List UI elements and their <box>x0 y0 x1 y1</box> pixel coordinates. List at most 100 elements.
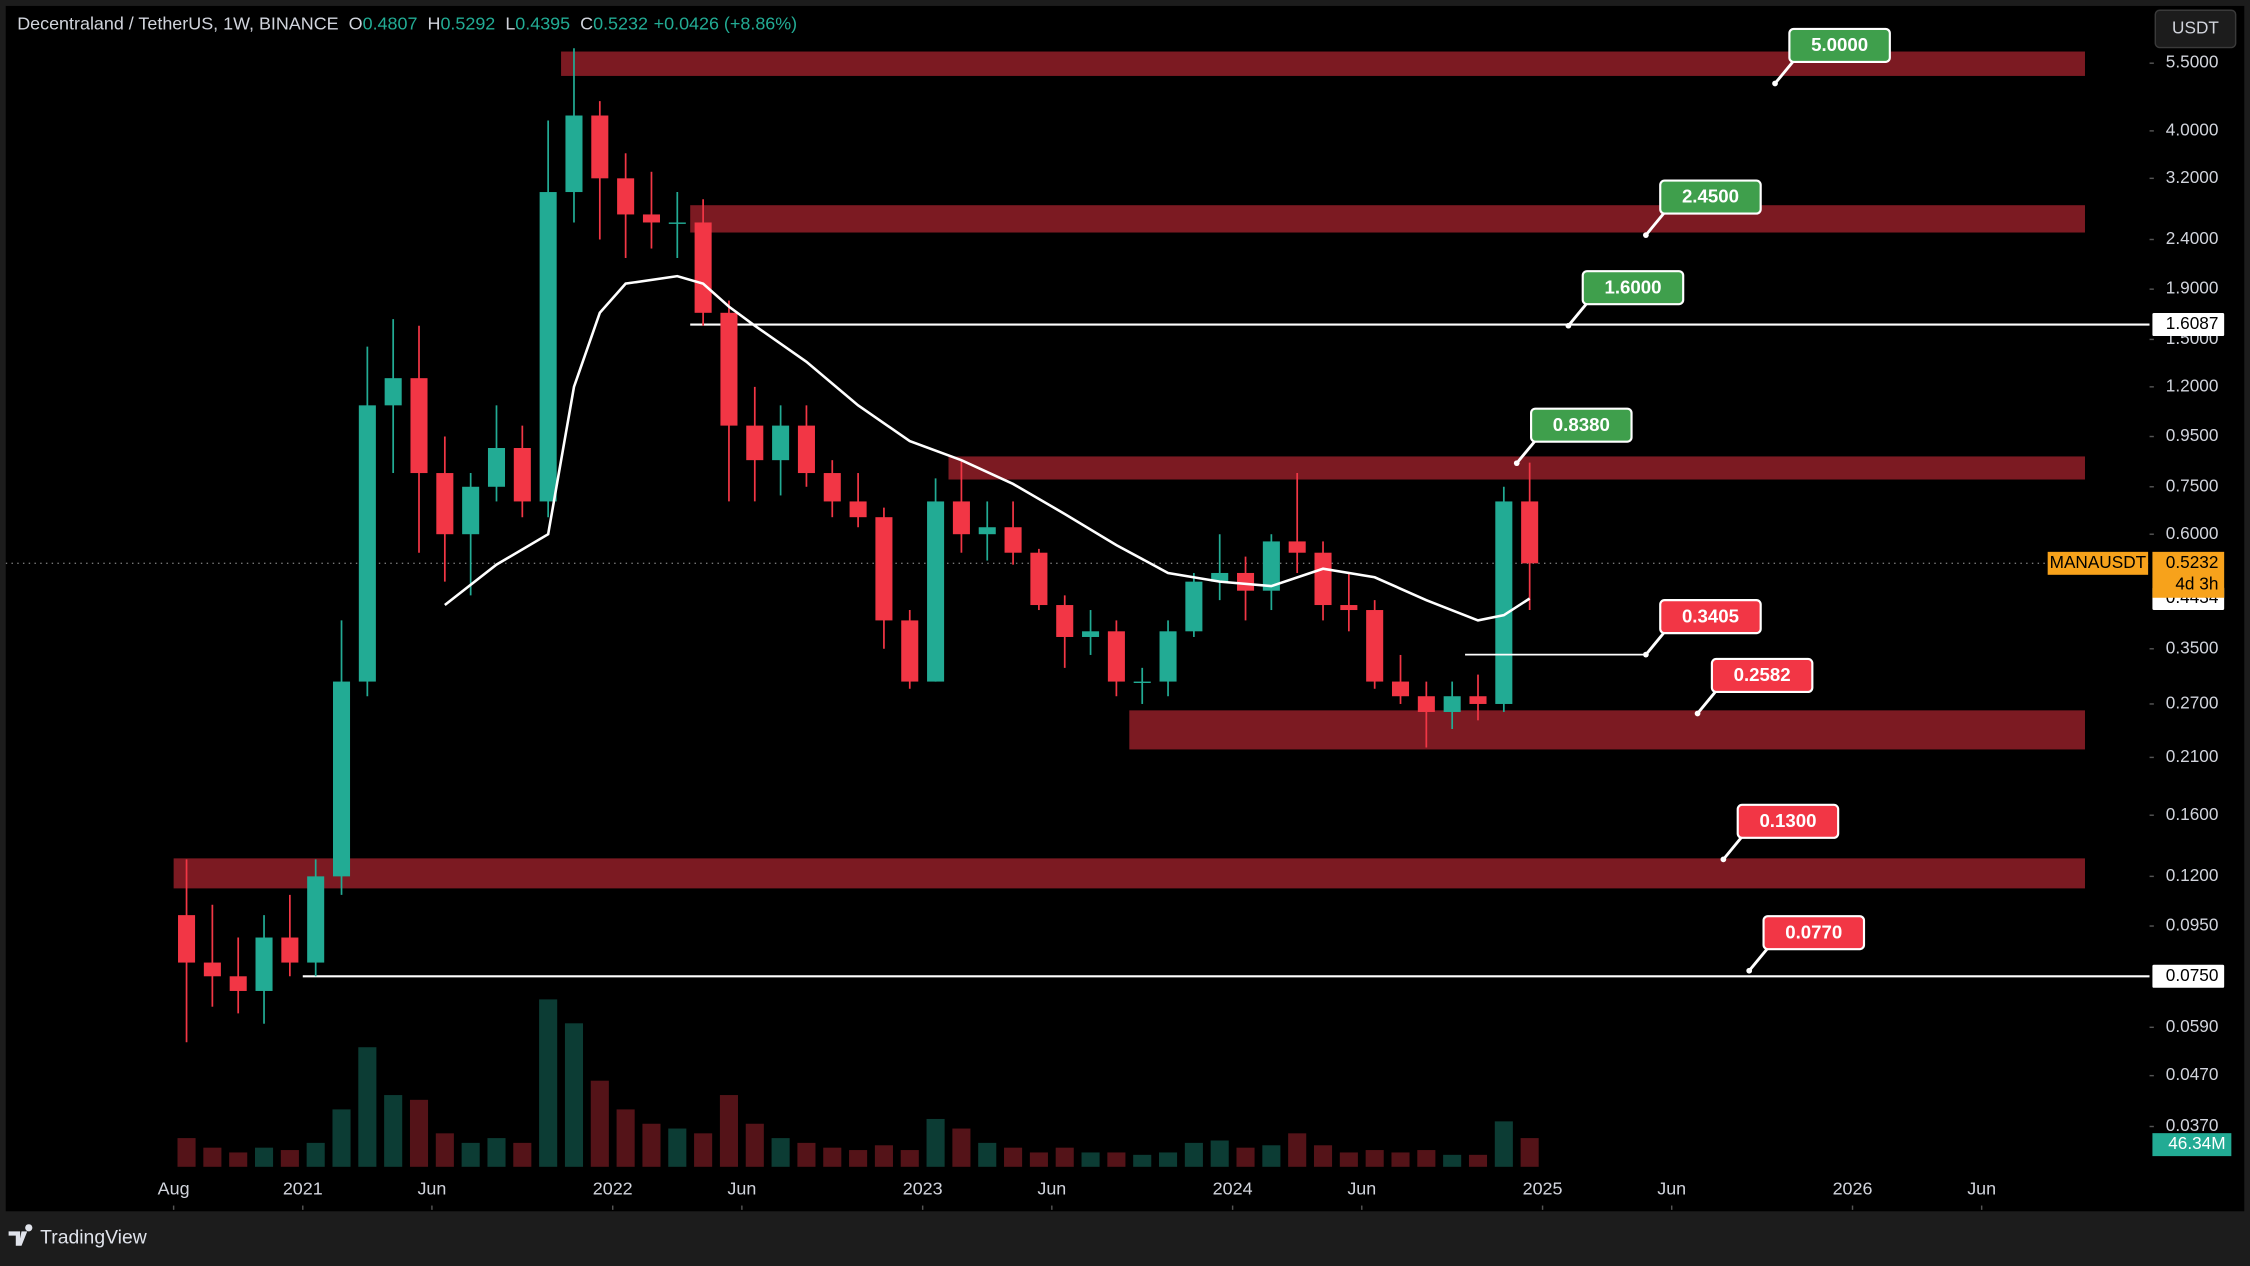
chart-pane <box>5 5 2245 1212</box>
candle-body <box>539 192 557 502</box>
y-tick-label: 0.0470 <box>2166 1064 2219 1084</box>
callout-anchor <box>1643 232 1649 238</box>
candle-body <box>642 214 660 223</box>
axes: 5.50004.00003.20002.40001.90001.50001.20… <box>158 52 2232 1210</box>
volume-bar <box>1055 1147 1074 1167</box>
candle-body <box>1391 681 1410 697</box>
callout-label: 0.0770 <box>1785 921 1842 942</box>
candle-body <box>1262 541 1280 591</box>
volume-bar <box>435 1133 454 1167</box>
volume-bar <box>849 1150 868 1167</box>
callout-pointer <box>1722 834 1745 861</box>
y-tick-label: 1.9000 <box>2166 278 2219 298</box>
candle-body <box>617 178 635 215</box>
button-frame[interactable] <box>2154 9 2237 49</box>
y-tick-label: 0.0950 <box>2166 915 2219 935</box>
logo <box>8 1224 33 1246</box>
candle-body <box>1288 541 1306 553</box>
callout-anchor <box>1513 460 1520 467</box>
candle-body <box>1417 696 1435 712</box>
candle-body <box>1185 581 1203 632</box>
callout-anchor <box>1746 967 1753 974</box>
volume-bar <box>1468 1154 1488 1167</box>
candle-body <box>1340 605 1358 611</box>
x-tick-label: Jun <box>1967 1178 1996 1198</box>
y-tick-label: 0.2700 <box>2166 693 2219 713</box>
candle-body <box>1004 527 1022 553</box>
x-tick-label: Jun <box>1347 1178 1376 1198</box>
currency-button[interactable]: USDT <box>2154 9 2237 49</box>
volume-bar <box>1339 1152 1358 1167</box>
y-tick-label: 5.5000 <box>2166 52 2219 72</box>
y-tick-label: 0.1600 <box>2166 804 2219 824</box>
y-tick-label: 3.2000 <box>2166 167 2219 187</box>
x-tick-label: 2021 <box>283 1178 323 1198</box>
ohlc-key: C <box>580 13 593 33</box>
zone <box>173 858 2085 889</box>
candle-body <box>1082 631 1100 637</box>
callout-label: 0.1300 <box>1759 810 1816 831</box>
candle-body <box>901 620 919 682</box>
x-tick-label: 2024 <box>1213 1178 1253 1198</box>
volume-bar <box>564 1023 584 1167</box>
volume-bar <box>1494 1121 1513 1167</box>
currency-label[interactable]: USDT <box>2172 17 2219 37</box>
volume-bar <box>1391 1152 1410 1167</box>
volume-bar <box>745 1123 764 1167</box>
callout-pointer <box>1773 58 1797 85</box>
change: +0.0426 (+8.86%) <box>654 13 797 33</box>
y-tick-label: 2.4000 <box>2166 228 2219 248</box>
candle-body <box>1469 696 1487 704</box>
candle-body <box>462 486 480 535</box>
callout-anchor <box>1565 322 1572 329</box>
candle-body <box>1056 605 1074 637</box>
candle-body <box>1107 631 1125 682</box>
candle-body <box>875 517 893 621</box>
volume-bar <box>513 1142 532 1167</box>
candle-body <box>952 501 970 535</box>
candle-body <box>229 976 247 991</box>
callout-pointer <box>1567 300 1590 327</box>
volume-bar <box>1184 1142 1203 1167</box>
x-tick-label: 2023 <box>903 1178 943 1198</box>
candle-body <box>410 378 428 474</box>
volume-bar <box>771 1138 790 1167</box>
candle-body <box>1237 572 1255 591</box>
volume-bar <box>1288 1133 1307 1167</box>
volume-bar <box>229 1152 248 1167</box>
symbol-tag-box <box>2047 551 2149 575</box>
volume-bar <box>823 1147 842 1167</box>
callout-box <box>1710 657 1814 694</box>
volume-bar <box>409 1099 429 1167</box>
y-tick-label: 1.2000 <box>2166 375 2219 395</box>
y-tick-label: 0.6000 <box>2166 523 2219 543</box>
price-tag-box <box>2152 551 2225 598</box>
zone <box>948 456 2085 480</box>
x-tick-label: Jun <box>417 1178 446 1198</box>
volume-bar <box>1133 1154 1152 1167</box>
volume-bar <box>203 1147 222 1167</box>
volume-bar <box>1159 1152 1178 1167</box>
callout-box <box>1736 803 1840 839</box>
volume-bar <box>539 999 558 1167</box>
volume-bar <box>616 1109 635 1167</box>
volume-bar <box>642 1123 661 1167</box>
ohlc-key: H <box>427 13 440 33</box>
volume-bar <box>900 1150 919 1167</box>
candle-body <box>823 473 841 502</box>
y-tick-label: 0.0590 <box>2166 1016 2219 1036</box>
candle-body <box>591 115 609 179</box>
candle-body <box>178 915 196 963</box>
x-tick-label: Jun <box>1657 1178 1686 1198</box>
callout-label: 0.8380 <box>1553 414 1610 435</box>
candle-body <box>1443 696 1461 712</box>
volume-bar <box>978 1142 997 1167</box>
candle-body <box>797 425 815 474</box>
callout-label: 0.2582 <box>1734 664 1791 685</box>
candle-body <box>1133 681 1151 684</box>
callout-pointer <box>1515 437 1538 465</box>
volume-bar <box>1365 1150 1384 1167</box>
price-tag-countdown: 4d 3h <box>2175 573 2218 593</box>
candle-body <box>927 501 945 682</box>
